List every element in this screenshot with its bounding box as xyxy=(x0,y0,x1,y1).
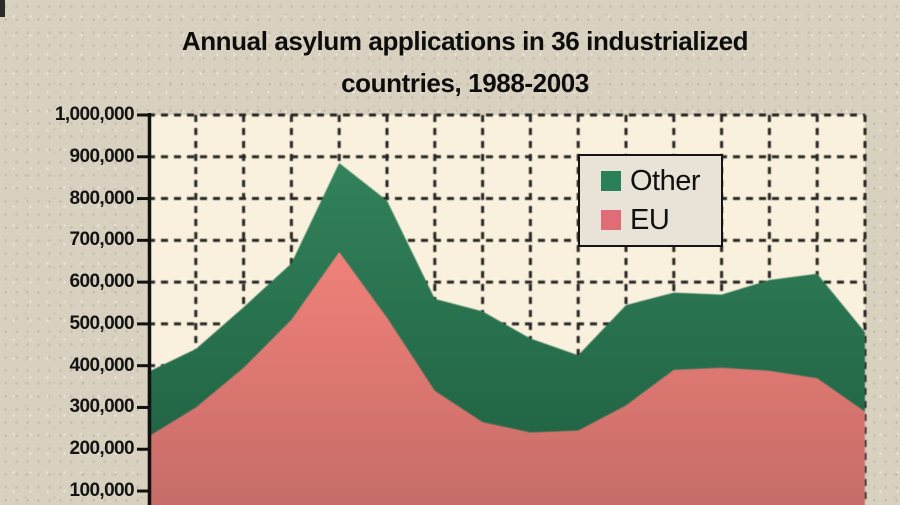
chart-title-line2: countries, 1988-2003 xyxy=(341,68,589,98)
other-series-swatch-icon xyxy=(601,170,621,191)
screen-corner-artifact xyxy=(0,0,5,17)
chart-title-line1: Annual asylum applications in 36 industr… xyxy=(181,26,749,56)
y-axis-label: 600,000 xyxy=(69,271,135,293)
y-axis-label: 500,000 xyxy=(69,312,135,334)
legend-item-other: Other xyxy=(601,166,721,196)
y-axis-label: 400,000 xyxy=(69,354,135,376)
chart-title: Annual asylum applications in 36 industr… xyxy=(110,20,820,104)
eu-series-swatch-icon xyxy=(601,210,621,231)
y-axis-label: 900,000 xyxy=(69,145,135,167)
eu-series-area xyxy=(148,252,865,505)
legend-label-other: Other xyxy=(630,164,701,197)
y-axis-label: 100,000 xyxy=(69,480,135,502)
legend-item-eu: EU xyxy=(601,205,721,235)
y-axis-label: 700,000 xyxy=(69,229,135,251)
chart-legend: Other EU xyxy=(578,154,723,247)
legend-label-eu: EU xyxy=(630,204,670,237)
y-axis-label: 200,000 xyxy=(69,438,135,460)
y-axis-label: 1,000,000 xyxy=(54,104,135,125)
y-axis-label: 800,000 xyxy=(69,187,135,209)
y-axis-label: 300,000 xyxy=(69,396,135,418)
